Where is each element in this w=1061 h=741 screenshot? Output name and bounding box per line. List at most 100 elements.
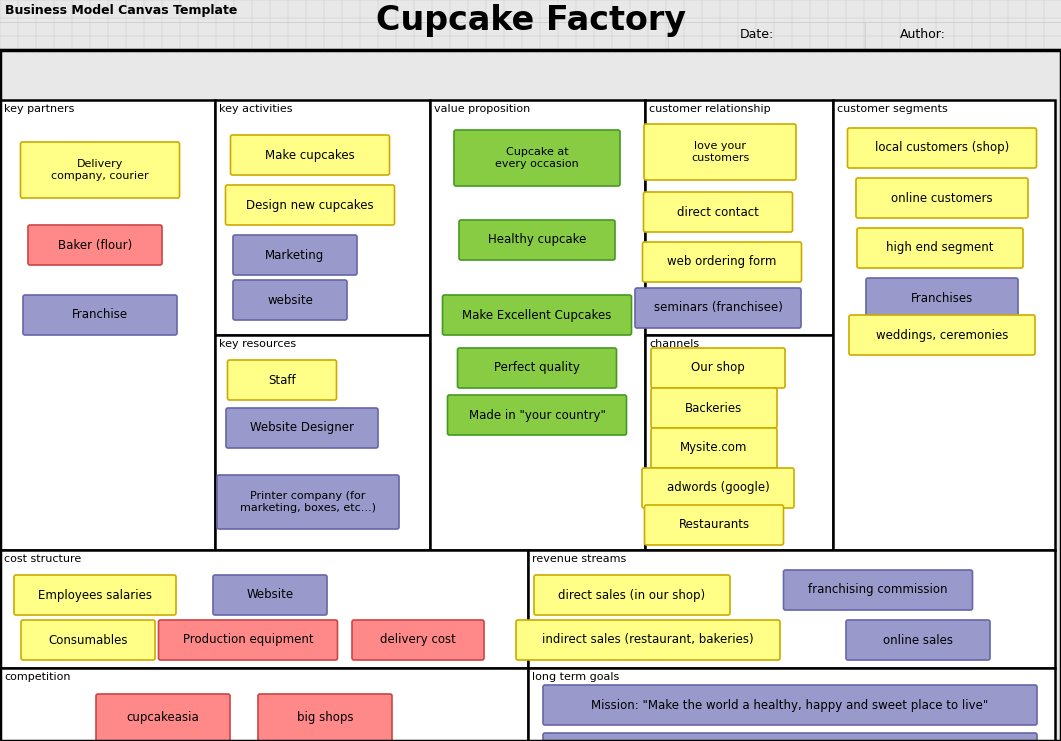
FancyBboxPatch shape (857, 228, 1023, 268)
Text: Baker (flour): Baker (flour) (58, 239, 133, 251)
Text: online customers: online customers (891, 191, 993, 205)
FancyBboxPatch shape (14, 575, 176, 615)
Text: Employees salaries: Employees salaries (38, 588, 152, 602)
Text: key activities: key activities (219, 104, 293, 114)
Text: Make cupcakes: Make cupcakes (265, 148, 354, 162)
Text: Marketing: Marketing (265, 248, 325, 262)
FancyBboxPatch shape (215, 335, 430, 550)
FancyBboxPatch shape (0, 100, 215, 550)
Text: Make Excellent Cupcakes: Make Excellent Cupcakes (463, 308, 612, 322)
FancyBboxPatch shape (0, 668, 528, 741)
Text: indirect sales (restaurant, bakeries): indirect sales (restaurant, bakeries) (542, 634, 753, 646)
Text: online sales: online sales (883, 634, 953, 646)
Text: Consumables: Consumables (48, 634, 127, 646)
FancyBboxPatch shape (516, 620, 780, 660)
FancyBboxPatch shape (833, 100, 1055, 550)
FancyBboxPatch shape (21, 620, 155, 660)
Text: Healthy cupcake: Healthy cupcake (488, 233, 586, 247)
Text: cost structure: cost structure (4, 554, 82, 564)
Text: seminars (franchisee): seminars (franchisee) (654, 302, 782, 314)
Text: direct contact: direct contact (677, 205, 759, 219)
FancyBboxPatch shape (233, 235, 356, 275)
Text: cupcakeasia: cupcakeasia (126, 711, 199, 725)
FancyBboxPatch shape (233, 280, 347, 320)
FancyBboxPatch shape (20, 142, 179, 198)
FancyBboxPatch shape (543, 733, 1037, 741)
Text: Printer company (for
marketing, boxes, etc...): Printer company (for marketing, boxes, e… (240, 491, 376, 513)
Text: local customers (shop): local customers (shop) (875, 142, 1009, 155)
Text: Design new cupcakes: Design new cupcakes (246, 199, 373, 211)
FancyBboxPatch shape (644, 505, 783, 545)
Text: Franchise: Franchise (72, 308, 128, 322)
FancyBboxPatch shape (213, 575, 327, 615)
FancyBboxPatch shape (442, 295, 631, 335)
FancyBboxPatch shape (227, 360, 336, 400)
Text: key resources: key resources (219, 339, 296, 349)
FancyBboxPatch shape (634, 288, 801, 328)
FancyBboxPatch shape (226, 408, 378, 448)
FancyBboxPatch shape (454, 130, 620, 186)
Text: channels: channels (649, 339, 699, 349)
FancyBboxPatch shape (528, 550, 1055, 668)
Text: customer segments: customer segments (837, 104, 947, 114)
Text: Cupcake at
every occasion: Cupcake at every occasion (495, 147, 579, 169)
FancyBboxPatch shape (230, 135, 389, 175)
Text: competition: competition (4, 672, 70, 682)
Text: long term goals: long term goals (532, 672, 620, 682)
Text: web ordering form: web ordering form (667, 256, 777, 268)
Text: Franchises: Franchises (911, 291, 973, 305)
FancyBboxPatch shape (645, 100, 833, 335)
FancyBboxPatch shape (23, 295, 177, 335)
FancyBboxPatch shape (643, 242, 801, 282)
FancyBboxPatch shape (0, 0, 1061, 50)
Text: Website Designer: Website Designer (250, 422, 354, 434)
FancyBboxPatch shape (642, 468, 794, 508)
FancyBboxPatch shape (644, 124, 796, 180)
Text: Website: Website (246, 588, 294, 602)
Text: high end segment: high end segment (886, 242, 994, 254)
FancyBboxPatch shape (866, 278, 1017, 318)
FancyBboxPatch shape (651, 348, 785, 388)
FancyBboxPatch shape (258, 694, 392, 741)
FancyBboxPatch shape (459, 220, 615, 260)
Text: Staff: Staff (268, 373, 296, 387)
Text: Business Model Canvas Template: Business Model Canvas Template (5, 4, 238, 17)
FancyBboxPatch shape (846, 620, 990, 660)
FancyBboxPatch shape (0, 550, 528, 668)
FancyBboxPatch shape (28, 225, 162, 265)
Text: weddings, ceremonies: weddings, ceremonies (875, 328, 1008, 342)
Text: adwords (google): adwords (google) (666, 482, 769, 494)
FancyBboxPatch shape (352, 620, 484, 660)
Text: Backeries: Backeries (685, 402, 743, 414)
Text: love your
customers: love your customers (691, 142, 749, 163)
FancyBboxPatch shape (645, 335, 833, 550)
FancyBboxPatch shape (651, 428, 777, 468)
FancyBboxPatch shape (158, 620, 337, 660)
FancyBboxPatch shape (783, 570, 973, 610)
FancyBboxPatch shape (218, 475, 399, 529)
Text: Our shop: Our shop (691, 362, 745, 374)
FancyBboxPatch shape (95, 694, 230, 741)
FancyBboxPatch shape (226, 185, 395, 225)
FancyBboxPatch shape (448, 395, 626, 435)
FancyBboxPatch shape (528, 668, 1055, 741)
Text: Production equipment: Production equipment (182, 634, 313, 646)
Text: big shops: big shops (297, 711, 353, 725)
Text: Made in "your country": Made in "your country" (469, 408, 606, 422)
FancyBboxPatch shape (543, 685, 1037, 725)
Text: website: website (267, 293, 313, 307)
FancyBboxPatch shape (849, 315, 1034, 355)
Text: Perfect quality: Perfect quality (494, 362, 580, 374)
Text: customer relationship: customer relationship (649, 104, 770, 114)
FancyBboxPatch shape (848, 128, 1037, 168)
Text: key partners: key partners (4, 104, 74, 114)
Text: franchising commission: franchising commission (808, 583, 947, 597)
Text: Mission: "Make the world a healthy, happy and sweet place to live": Mission: "Make the world a healthy, happ… (591, 699, 989, 711)
FancyBboxPatch shape (651, 388, 777, 428)
Text: Mysite.com: Mysite.com (680, 442, 748, 454)
Text: value proposition: value proposition (434, 104, 530, 114)
Text: direct sales (in our shop): direct sales (in our shop) (558, 588, 706, 602)
FancyBboxPatch shape (215, 100, 430, 335)
FancyBboxPatch shape (457, 348, 616, 388)
FancyBboxPatch shape (644, 192, 793, 232)
